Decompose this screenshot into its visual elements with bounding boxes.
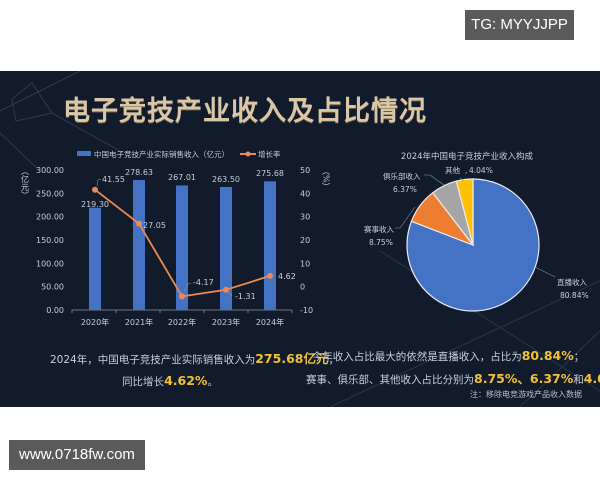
summary-right: 今年收入占比最大的依然是直播收入，占比为80.84%； 赛事、俱乐部、其他收入占… (306, 348, 600, 387)
highlight-live-share: 80.84% (521, 348, 574, 363)
svg-text:263.50: 263.50 (212, 175, 240, 184)
svg-text:20: 20 (300, 236, 310, 245)
footnote: 注：移除电竞游戏产品收入数据 (470, 390, 582, 399)
svg-text:41.55: 41.55 (102, 175, 125, 184)
left-axis-ticks: 0.00 50.00 100.00 150.00 200.00 250.00 3… (36, 166, 64, 315)
watermark-bottom: www.0718fw.com (9, 440, 145, 470)
punct: 、 (517, 371, 530, 386)
growth-value-labels: 41.55 27.05 -4.17 -1.31 4.62 (102, 175, 296, 301)
svg-text:219.30: 219.30 (81, 200, 109, 209)
left-axis-label: （亿元） (21, 167, 30, 199)
pie-chart: 2024年中国电子竞技产业收入构成 其他 , 4.0 (364, 151, 589, 312)
svg-text:赛事收入: 赛事收入 (364, 224, 394, 234)
svg-text:0.00: 0.00 (46, 306, 64, 315)
highlight-club-share: 6.37% (529, 371, 574, 386)
svg-text:250.00: 250.00 (36, 189, 64, 198)
summary-right-text: 今年收入占比最大的依然是直播收入，占比为 (311, 351, 522, 363)
summary-left-text: 2024年，中国电子竞技产业实际销售收入为 (50, 354, 256, 366)
svg-text:8.75%: 8.75% (369, 238, 393, 247)
svg-text:100.00: 100.00 (36, 259, 64, 268)
svg-text:50: 50 (300, 166, 310, 175)
svg-text:0: 0 (300, 283, 305, 292)
svg-text:-10: -10 (300, 306, 313, 315)
right-axis-ticks: -10 0 10 20 30 40 50 (300, 166, 313, 315)
pie-title: 2024年中国电子竞技产业收入构成 (401, 151, 534, 162)
svg-text:300.00: 300.00 (36, 166, 64, 175)
legend-bar-swatch-icon (77, 151, 91, 156)
svg-text:,: , (465, 166, 467, 175)
svg-text:6.37%: 6.37% (393, 185, 417, 194)
summary-left-text-2: 同比增长 (122, 376, 165, 388)
punct: 和 (573, 374, 584, 386)
x-axis-labels: 2020年 2021年 2022年 2023年 2024年 (81, 317, 284, 327)
punct: 。 (207, 376, 218, 388)
bars (89, 180, 276, 310)
bar-line-chart: 中国电子竞技产业实际销售收入（亿元） 增长率 （亿元） （%） 0.00 50.… (21, 149, 331, 327)
pie-labels: 其他 , 4.04% 俱乐部收入 6.37% 赛事收入 8.75% 直播收入 8… (364, 165, 589, 300)
svg-text:278.63: 278.63 (125, 168, 153, 177)
svg-text:30: 30 (300, 213, 310, 222)
svg-text:2024年: 2024年 (256, 317, 284, 327)
summary-right-text-2: 赛事、俱乐部、其他收入占比分别为 (306, 374, 474, 386)
svg-text:-4.17: -4.17 (193, 278, 214, 287)
svg-text:2023年: 2023年 (212, 317, 240, 327)
page-title: 电子竞技产业收入及占比情况 (63, 96, 427, 127)
pie-slice-other (455, 178, 474, 246)
svg-text:27.05: 27.05 (143, 221, 166, 230)
highlight-growth: 4.62% (164, 373, 208, 388)
svg-text:4.04%: 4.04% (469, 166, 493, 175)
svg-text:200.00: 200.00 (36, 213, 64, 222)
bar-2020 (89, 207, 101, 310)
bar-2024 (264, 181, 276, 310)
svg-text:2022年: 2022年 (168, 317, 196, 327)
highlight-revenue: 275.68亿元 (255, 351, 329, 366)
highlight-other-share: 4.04% (583, 371, 600, 386)
svg-text:2021年: 2021年 (125, 317, 153, 327)
svg-text:直播收入: 直播收入 (557, 277, 587, 287)
punct: ， (328, 354, 339, 366)
highlight-events-share: 8.75% (474, 371, 518, 386)
svg-text:4.62: 4.62 (278, 272, 296, 281)
svg-text:10: 10 (300, 259, 310, 268)
svg-text:267.01: 267.01 (168, 173, 196, 182)
svg-text:150.00: 150.00 (36, 236, 64, 245)
svg-text:俱乐部收入: 俱乐部收入 (383, 171, 421, 181)
bar-2023 (220, 187, 232, 310)
charts-canvas: 中国电子竞技产业实际销售收入（亿元） 增长率 （亿元） （%） 0.00 50.… (21, 149, 589, 327)
legend-line-label: 增长率 (258, 149, 281, 159)
watermark-top: TG: MYYJJPP (465, 10, 574, 40)
summary-left: 2024年，中国电子竞技产业实际销售收入为275.68亿元， 同比增长4.62%… (50, 348, 339, 389)
legend-bar-label: 中国电子竞技产业实际销售收入（亿元） (94, 149, 229, 159)
svg-text:2020年: 2020年 (81, 317, 109, 327)
svg-text:50.00: 50.00 (41, 283, 64, 292)
svg-text:80.84%: 80.84% (560, 291, 589, 300)
svg-text:275.68: 275.68 (256, 169, 284, 178)
bar-2022 (176, 185, 188, 310)
punct: ； (573, 351, 585, 363)
right-axis-label: （%） (322, 167, 331, 191)
svg-text:40: 40 (300, 189, 310, 198)
growth-line: 41.55 27.05 -4.17 -1.31 4.62 (92, 175, 296, 301)
svg-text:其他: 其他 (445, 165, 460, 175)
bar-value-labels: 219.30 278.63 267.01 263.50 275.68 (81, 168, 284, 209)
bar-2021 (133, 180, 145, 310)
svg-text:-1.31: -1.31 (235, 292, 256, 301)
infographic-panel: 电子竞技产业收入及占比情况 中国电子竞技产业实际销售收入（亿元） 增长率 （亿元… (0, 71, 600, 407)
